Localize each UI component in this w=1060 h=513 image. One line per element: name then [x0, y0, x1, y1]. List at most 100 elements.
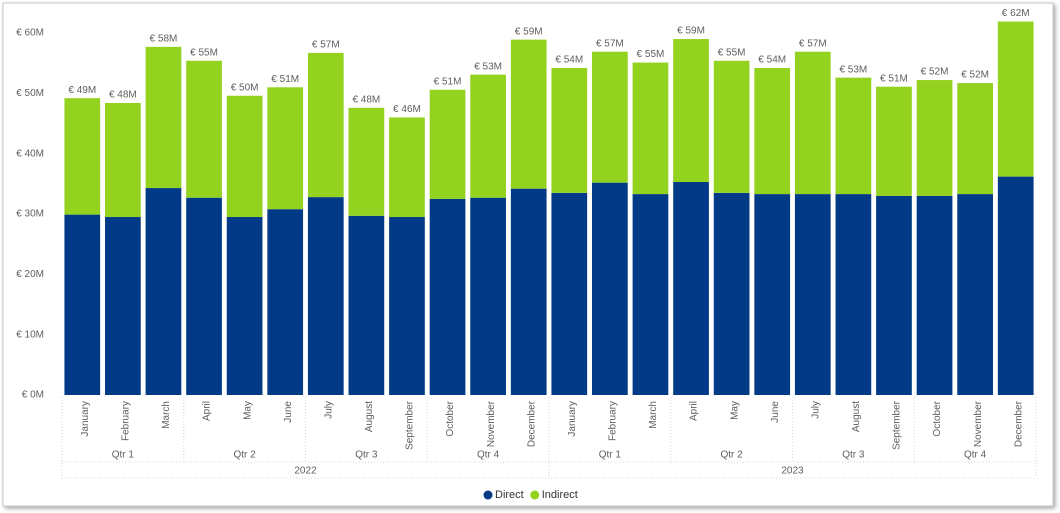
x-tick-label: December [526, 400, 537, 447]
bar-segment [673, 182, 709, 395]
x-tick-label: April [689, 401, 700, 421]
x-tick-label: January [80, 401, 91, 437]
x-tick-label: July [323, 401, 334, 419]
total-label: € 48M [109, 90, 137, 101]
bar-segment [713, 60, 750, 193]
bar-segment [307, 52, 344, 198]
bar-segment [389, 217, 425, 395]
total-label: € 49M [68, 85, 96, 96]
bar-segment [592, 51, 628, 183]
total-label: € 54M [555, 55, 583, 66]
bar-segment [876, 86, 912, 196]
quarter-label: Qtr 3 [355, 450, 378, 461]
total-label: € 58M [150, 34, 178, 45]
bar-segment [186, 197, 222, 395]
bar-segment [145, 188, 182, 395]
bar-segment [267, 87, 304, 210]
total-label: € 55M [637, 49, 665, 60]
total-label: € 59M [677, 26, 705, 37]
x-tick-label: October [932, 400, 943, 436]
total-label: € 59M [515, 26, 543, 37]
x-tick-label: June [770, 401, 781, 423]
bar-segment [673, 39, 709, 183]
bar-segment [551, 67, 588, 193]
bar-segment [348, 215, 385, 395]
x-tick-label: November [973, 400, 984, 447]
total-label: € 57M [312, 40, 340, 51]
quarter-label: Qtr 2 [721, 450, 744, 461]
bar-segment [997, 176, 1034, 395]
bar-segment [551, 192, 588, 395]
x-tick-label: September [405, 400, 416, 450]
x-tick-label: September [892, 400, 903, 450]
total-label: € 50M [231, 82, 259, 93]
x-tick-label: February [608, 401, 619, 441]
bar-segment [105, 217, 141, 395]
y-tick-label: € 40M [16, 148, 44, 159]
legend-marker [530, 490, 540, 500]
bar-segment [186, 60, 222, 198]
y-tick-label: € 50M [16, 88, 44, 99]
bar-segment [510, 188, 547, 395]
bar-segment [64, 214, 101, 395]
bar-segment [997, 21, 1034, 177]
total-label: € 55M [718, 47, 746, 58]
bar-segment [348, 107, 385, 216]
total-label: € 51M [434, 76, 462, 87]
total-label: € 53M [474, 61, 502, 72]
bar-segment [592, 182, 628, 395]
bar-segment [632, 62, 669, 195]
x-tick-label: May [729, 401, 740, 420]
quarter-label: Qtr 3 [842, 450, 865, 461]
bar-segment [754, 67, 791, 195]
bar-segment [267, 209, 304, 395]
bar-segment [389, 117, 425, 218]
y-tick-label: € 10M [16, 329, 44, 340]
quarter-label: Qtr 4 [477, 450, 500, 461]
bar-segment [632, 194, 669, 395]
total-label: € 54M [758, 55, 786, 66]
total-label: € 57M [799, 38, 827, 49]
x-tick-label: March [161, 401, 172, 429]
bar-segment [470, 197, 506, 395]
total-label: € 51M [271, 74, 299, 85]
x-tick-label: May [242, 401, 253, 420]
year-label: 2022 [294, 466, 317, 477]
x-tick-label: August [851, 401, 862, 432]
y-tick-label: € 60M [16, 28, 44, 39]
total-label: € 53M [839, 64, 867, 75]
quarter-label: Qtr 1 [599, 450, 622, 461]
quarter-label: Qtr 1 [112, 450, 135, 461]
bar-segment [510, 39, 547, 189]
x-tick-label: October [445, 400, 456, 436]
total-label: € 62M [1002, 8, 1030, 19]
bar-segment [226, 217, 263, 395]
x-tick-label: March [648, 401, 659, 429]
total-label: € 57M [596, 38, 624, 49]
total-label: € 55M [190, 47, 218, 58]
bar-segment [957, 194, 993, 395]
x-tick-label: July [810, 401, 821, 419]
quarter-label: Qtr 4 [964, 450, 987, 461]
bar-segment [835, 77, 872, 195]
x-tick-label: December [1013, 400, 1024, 447]
bar-segment [470, 74, 506, 198]
bar-segment [64, 98, 101, 215]
legend-label: Direct [495, 489, 524, 501]
x-tick-label: February [121, 401, 132, 441]
bar-segment [713, 192, 750, 395]
bar-segment [794, 194, 831, 395]
bar-segment [957, 83, 993, 195]
bar-segment [794, 51, 831, 195]
bar-segment [916, 80, 953, 196]
total-label: € 46M [393, 104, 421, 115]
legend-label: Indirect [542, 489, 578, 501]
total-label: € 51M [880, 73, 908, 84]
bar-segment [835, 194, 872, 395]
year-label: 2023 [781, 466, 804, 477]
x-tick-label: April [202, 401, 213, 421]
quarter-label: Qtr 2 [234, 450, 257, 461]
x-tick-label: November [486, 400, 497, 447]
y-tick-label: € 30M [16, 209, 44, 220]
